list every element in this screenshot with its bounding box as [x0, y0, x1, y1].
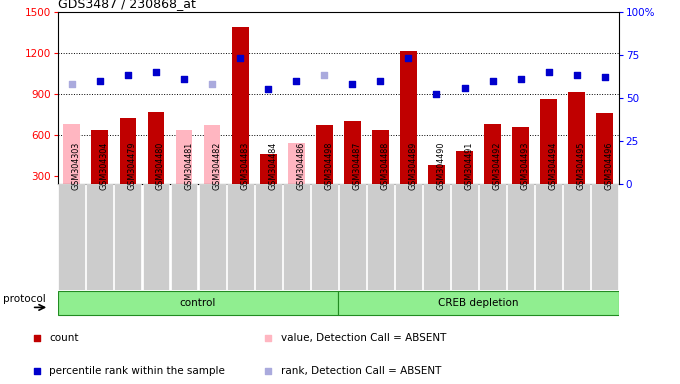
Point — [262, 368, 273, 374]
Bar — [512, 127, 529, 217]
Point — [150, 69, 161, 75]
Text: GDS3487 / 230868_at: GDS3487 / 230868_at — [58, 0, 196, 10]
FancyBboxPatch shape — [311, 184, 338, 290]
Text: GSM304304: GSM304304 — [100, 141, 109, 190]
Point — [431, 91, 442, 98]
Text: GSM304486: GSM304486 — [296, 141, 305, 190]
Bar — [175, 130, 192, 217]
Text: GSM304488: GSM304488 — [380, 141, 390, 190]
FancyBboxPatch shape — [255, 184, 282, 290]
FancyBboxPatch shape — [395, 184, 422, 290]
Point — [403, 55, 414, 61]
FancyBboxPatch shape — [143, 184, 169, 290]
FancyBboxPatch shape — [86, 184, 114, 290]
FancyBboxPatch shape — [479, 184, 506, 290]
Bar — [260, 154, 277, 217]
Text: GSM304303: GSM304303 — [72, 141, 81, 190]
FancyBboxPatch shape — [367, 184, 394, 290]
Point — [262, 335, 273, 341]
Bar — [288, 143, 305, 217]
Point — [319, 72, 330, 78]
FancyBboxPatch shape — [58, 291, 339, 316]
Text: GSM304495: GSM304495 — [577, 141, 585, 190]
Point — [31, 335, 42, 341]
Point — [179, 76, 190, 82]
Point — [31, 368, 42, 374]
FancyBboxPatch shape — [199, 184, 226, 290]
Point — [515, 76, 526, 82]
Bar — [456, 151, 473, 217]
Bar — [344, 121, 360, 217]
Point — [599, 74, 610, 80]
FancyBboxPatch shape — [171, 184, 197, 290]
Text: GSM304487: GSM304487 — [352, 141, 361, 190]
Point — [95, 78, 105, 84]
Text: GSM304494: GSM304494 — [549, 141, 558, 190]
Point — [459, 84, 470, 91]
Text: GSM304490: GSM304490 — [437, 141, 445, 190]
FancyBboxPatch shape — [451, 184, 478, 290]
Bar — [372, 130, 389, 217]
Text: protocol: protocol — [3, 294, 46, 305]
Text: GSM304489: GSM304489 — [409, 141, 418, 190]
Point — [571, 72, 582, 78]
Text: GSM304479: GSM304479 — [128, 141, 137, 190]
Point — [291, 78, 302, 84]
Text: rank, Detection Call = ABSENT: rank, Detection Call = ABSENT — [281, 366, 441, 376]
Bar — [484, 124, 501, 217]
FancyBboxPatch shape — [58, 184, 85, 290]
Bar — [148, 112, 165, 217]
FancyBboxPatch shape — [535, 184, 562, 290]
Text: GSM304484: GSM304484 — [268, 141, 277, 190]
FancyBboxPatch shape — [114, 184, 141, 290]
Point — [122, 72, 133, 78]
FancyBboxPatch shape — [592, 184, 618, 290]
Text: GSM304493: GSM304493 — [521, 141, 530, 190]
Bar — [596, 113, 613, 217]
FancyBboxPatch shape — [226, 184, 254, 290]
Text: GSM304492: GSM304492 — [492, 141, 502, 190]
Text: GSM304496: GSM304496 — [605, 141, 614, 190]
FancyBboxPatch shape — [339, 291, 619, 316]
Text: GSM304483: GSM304483 — [240, 141, 249, 190]
Point — [375, 78, 386, 84]
Bar — [120, 119, 137, 217]
Text: GSM304482: GSM304482 — [212, 141, 221, 190]
Text: count: count — [49, 333, 79, 343]
Text: control: control — [180, 298, 216, 308]
Text: GSM304498: GSM304498 — [324, 141, 333, 190]
Text: GSM304481: GSM304481 — [184, 141, 193, 190]
FancyBboxPatch shape — [283, 184, 309, 290]
FancyBboxPatch shape — [563, 184, 590, 290]
Point — [347, 81, 358, 87]
Bar — [541, 99, 557, 217]
FancyBboxPatch shape — [507, 184, 534, 290]
Text: GSM304491: GSM304491 — [464, 141, 473, 190]
Point — [235, 55, 245, 61]
Bar — [400, 51, 417, 217]
Bar — [316, 125, 333, 217]
Point — [543, 69, 554, 75]
Text: CREB depletion: CREB depletion — [439, 298, 519, 308]
Bar — [232, 26, 249, 217]
FancyBboxPatch shape — [339, 184, 366, 290]
Bar — [428, 165, 445, 217]
Text: GSM304480: GSM304480 — [156, 141, 165, 190]
Bar — [91, 130, 108, 217]
Text: percentile rank within the sample: percentile rank within the sample — [49, 366, 225, 376]
Point — [487, 78, 498, 84]
FancyBboxPatch shape — [423, 184, 450, 290]
Bar — [204, 125, 220, 217]
Point — [67, 81, 78, 87]
Bar — [63, 124, 80, 217]
Point — [207, 81, 218, 87]
Bar — [568, 93, 585, 217]
Text: value, Detection Call = ABSENT: value, Detection Call = ABSENT — [281, 333, 446, 343]
Point — [262, 86, 273, 92]
